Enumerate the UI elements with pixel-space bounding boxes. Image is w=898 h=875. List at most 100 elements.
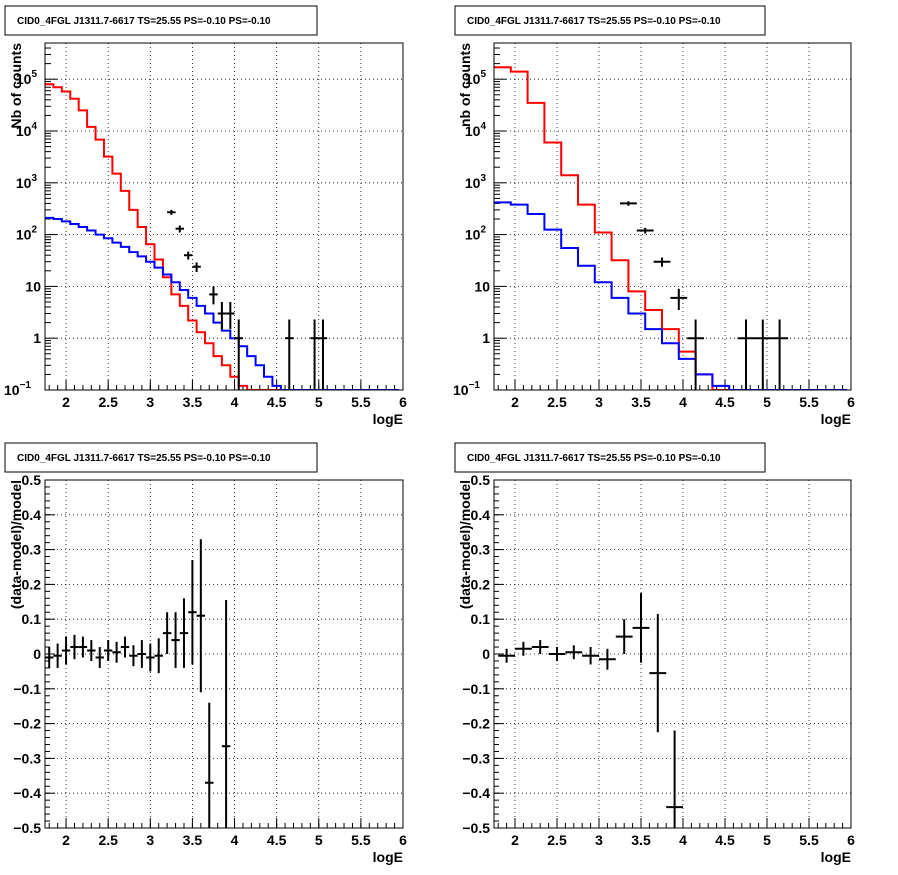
- y-tick-base: 10: [465, 123, 481, 139]
- x-tick-label: 3: [595, 394, 603, 410]
- y-tick-label: 10: [474, 278, 490, 294]
- y-tick-exponent: 5: [31, 69, 37, 80]
- data-point: [70, 634, 79, 660]
- data-point: [154, 638, 163, 674]
- y-tick-label: −0.5: [13, 820, 41, 836]
- y-tick-label: 102: [465, 225, 487, 243]
- y-tick-exponent: −1: [469, 380, 481, 391]
- y-tick-base: 10: [16, 175, 32, 191]
- y-tick-label: 0.1: [471, 611, 491, 627]
- y-tick-label: 1: [482, 330, 490, 346]
- data-point: [167, 209, 176, 215]
- y-tick-label: 103: [16, 173, 38, 191]
- data-point: [103, 640, 113, 661]
- y-tick-base: 10: [465, 71, 481, 87]
- y-tick-label: −0.2: [13, 716, 41, 732]
- y-tick-base: 10: [465, 175, 481, 191]
- data-point: [196, 539, 206, 693]
- y-axis-label: (data-model)/model: [457, 480, 473, 609]
- x-tick-label: 2: [511, 394, 519, 410]
- data-point: [95, 647, 104, 668]
- x-tick-label: 3.5: [183, 832, 203, 848]
- x-tick-label: 6: [847, 832, 855, 848]
- y-tick-label: 0: [33, 646, 41, 662]
- y-tick-exponent: 3: [31, 173, 37, 184]
- data-point: [162, 612, 172, 654]
- histogram-series-1: [494, 66, 847, 390]
- y-axis-label: (data-model)/model: [8, 480, 24, 609]
- data-point: [771, 319, 788, 390]
- data-point: [217, 301, 227, 330]
- plot-frame: [493, 479, 852, 829]
- data-point: [179, 598, 189, 668]
- data-point: [498, 648, 515, 663]
- y-tick-exponent: 4: [480, 121, 486, 132]
- histogram-series-2: [494, 201, 847, 390]
- y-tick-base: 10: [16, 71, 32, 87]
- x-tick-label: 6: [847, 394, 855, 410]
- data-point: [737, 319, 755, 390]
- x-tick-label: 6: [399, 394, 407, 410]
- x-tick-label: 2.5: [98, 394, 118, 410]
- x-tick-label: 4: [231, 394, 239, 410]
- x-tick-label: 5.5: [351, 394, 371, 410]
- chart-panel-3: CID0_4FGL J1311.7-6617 TS=25.55 PS=-0.10…: [4, 442, 407, 865]
- x-tick-label: 2: [62, 394, 70, 410]
- y-tick-base: 10: [453, 382, 469, 398]
- y-tick-label: −0.3: [13, 750, 41, 766]
- y-tick-exponent: 3: [480, 173, 486, 184]
- y-tick-label: 102: [16, 225, 38, 243]
- title-box: [4, 442, 318, 473]
- data-point: [183, 251, 193, 260]
- data-point: [615, 619, 633, 654]
- histogram-series-1: [45, 83, 399, 390]
- y-axis-label: Nb of counts: [8, 43, 24, 129]
- data-point: [565, 645, 583, 660]
- y-tick-label: 0.5: [471, 472, 491, 488]
- title-box: [454, 5, 766, 36]
- data-point: [754, 319, 772, 390]
- data-point: [78, 636, 88, 658]
- y-tick-exponent: 2: [31, 225, 37, 236]
- data-point: [171, 612, 180, 668]
- y-tick-label: −0.4: [462, 785, 490, 801]
- chart-panel-1: CID0_4FGL J1311.7-6617 TS=25.55 PS=-0.10…: [4, 5, 407, 427]
- data-point: [175, 225, 184, 233]
- x-axis-label: logE: [821, 411, 851, 427]
- plot-area: [498, 593, 683, 828]
- chart-title: CID0_4FGL J1311.7-6617 TS=25.55 PS=-0.10…: [467, 16, 721, 27]
- x-tick-label: 3.5: [631, 832, 651, 848]
- x-tick-label: 2.5: [547, 832, 567, 848]
- x-tick-label: 5: [315, 394, 323, 410]
- data-point: [146, 643, 155, 672]
- data-point: [620, 201, 637, 206]
- chart-panel-2: CID0_4FGL J1311.7-6617 TS=25.55 PS=-0.10…: [453, 5, 855, 427]
- chart-panel-4: CID0_4FGL J1311.7-6617 TS=25.55 PS=-0.10…: [454, 442, 855, 865]
- x-tick-label: 5.5: [799, 394, 819, 410]
- data-point: [53, 643, 62, 668]
- x-tick-label: 5: [315, 832, 323, 848]
- data-point: [318, 319, 328, 390]
- plot-area: [494, 66, 847, 390]
- y-tick-label: −0.5: [462, 820, 490, 836]
- y-tick-base: 10: [16, 227, 32, 243]
- y-tick-exponent: 2: [480, 225, 486, 236]
- data-point: [129, 645, 138, 667]
- y-tick-label: 10−1: [453, 380, 480, 398]
- y-tick-base: 10: [465, 227, 481, 243]
- y-tick-label: 0: [482, 646, 490, 662]
- data-point: [670, 288, 688, 311]
- y-tick-label: −0.2: [462, 716, 490, 732]
- plot-frame: [44, 42, 404, 391]
- chart-title: CID0_4FGL J1311.7-6617 TS=25.55 PS=-0.10…: [467, 453, 721, 464]
- chart-title: CID0_4FGL J1311.7-6617 TS=25.55 PS=-0.10…: [17, 16, 271, 27]
- x-tick-label: 5: [763, 832, 771, 848]
- y-tick-label: 0.4: [471, 507, 491, 523]
- plot-area: [45, 83, 399, 390]
- y-tick-label: 104: [465, 121, 487, 139]
- x-tick-label: 2.5: [547, 394, 567, 410]
- chart-title: CID0_4FGL J1311.7-6617 TS=25.55 PS=-0.10…: [17, 453, 271, 464]
- data-point: [653, 257, 671, 267]
- x-tick-label: 2: [511, 832, 519, 848]
- y-tick-base: 10: [16, 123, 32, 139]
